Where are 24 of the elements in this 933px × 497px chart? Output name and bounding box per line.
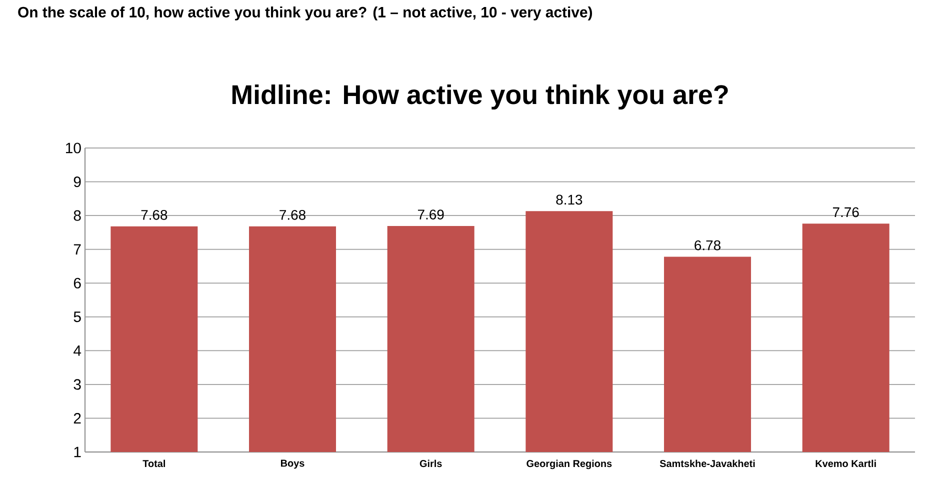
y-tick-label: 2 bbox=[74, 413, 81, 424]
y-tick-label: 8 bbox=[74, 210, 81, 221]
y-tick-label: 4 bbox=[74, 346, 82, 356]
y-tick-label: 3 bbox=[74, 379, 81, 390]
data-label: 8.13 bbox=[556, 194, 582, 205]
chart-subtitle: On the scale of 10, how active you think you are? (1 – not active, 10 - very active) bbox=[18, 6, 592, 20]
data-label: 7.76 bbox=[832, 207, 859, 218]
y-tick-label: 9 bbox=[74, 176, 81, 188]
chart-title: Midline: How active you think you are? bbox=[232, 84, 728, 110]
x-tick-label: Total bbox=[142, 460, 165, 468]
data-label: 6.78 bbox=[694, 240, 720, 250]
x-tick-label: Kvemo Kartli bbox=[816, 460, 876, 468]
y-tick-label: 7 bbox=[74, 244, 81, 254]
x-tick-label: Georgian Regions bbox=[526, 460, 612, 470]
data-label: 7.69 bbox=[418, 210, 444, 220]
y-tick-label: 6 bbox=[74, 278, 81, 288]
y-tick-label: 10 bbox=[66, 142, 81, 154]
y-tick-label: 5 bbox=[74, 312, 81, 322]
data-label: 7.68 bbox=[141, 210, 168, 220]
data-label: 7.68 bbox=[280, 210, 306, 220]
x-tick-label: Boys bbox=[280, 460, 304, 469]
y-tick-label: 1 bbox=[74, 446, 81, 458]
x-tick-label: Girls bbox=[420, 460, 442, 468]
x-tick-label: Samtskhe-Javakheti bbox=[660, 460, 755, 468]
